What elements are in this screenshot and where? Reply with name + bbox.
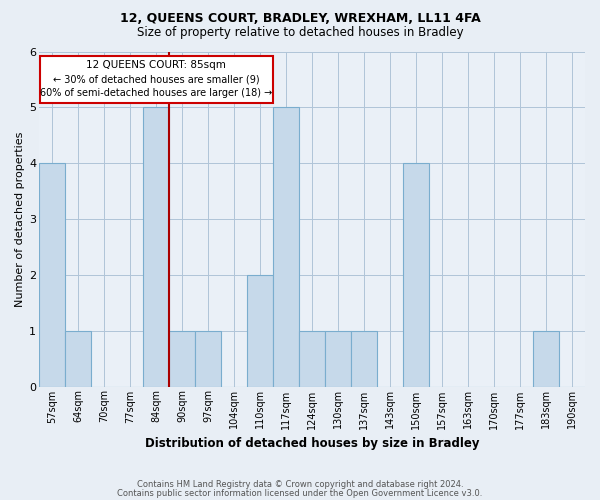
Bar	[273, 108, 299, 386]
Text: Contains public sector information licensed under the Open Government Licence v3: Contains public sector information licen…	[118, 488, 482, 498]
Text: 12 QUEENS COURT: 85sqm: 12 QUEENS COURT: 85sqm	[86, 60, 226, 70]
Y-axis label: Number of detached properties: Number of detached properties	[15, 132, 25, 306]
Bar	[169, 330, 195, 386]
X-axis label: Distribution of detached houses by size in Bradley: Distribution of detached houses by size …	[145, 437, 479, 450]
Text: ← 30% of detached houses are smaller (9): ← 30% of detached houses are smaller (9)	[53, 74, 260, 85]
Bar	[299, 330, 325, 386]
Bar	[247, 275, 273, 386]
Text: Contains HM Land Registry data © Crown copyright and database right 2024.: Contains HM Land Registry data © Crown c…	[137, 480, 463, 489]
Bar	[351, 330, 377, 386]
Bar	[65, 330, 91, 386]
Bar	[143, 108, 169, 386]
Bar	[39, 163, 65, 386]
Text: 60% of semi-detached houses are larger (18) →: 60% of semi-detached houses are larger (…	[40, 88, 272, 98]
Text: Size of property relative to detached houses in Bradley: Size of property relative to detached ho…	[137, 26, 463, 39]
Bar	[533, 330, 559, 386]
Bar	[403, 163, 429, 386]
Bar	[40, 56, 273, 103]
Bar	[195, 330, 221, 386]
Bar	[325, 330, 351, 386]
Text: 12, QUEENS COURT, BRADLEY, WREXHAM, LL11 4FA: 12, QUEENS COURT, BRADLEY, WREXHAM, LL11…	[119, 12, 481, 26]
